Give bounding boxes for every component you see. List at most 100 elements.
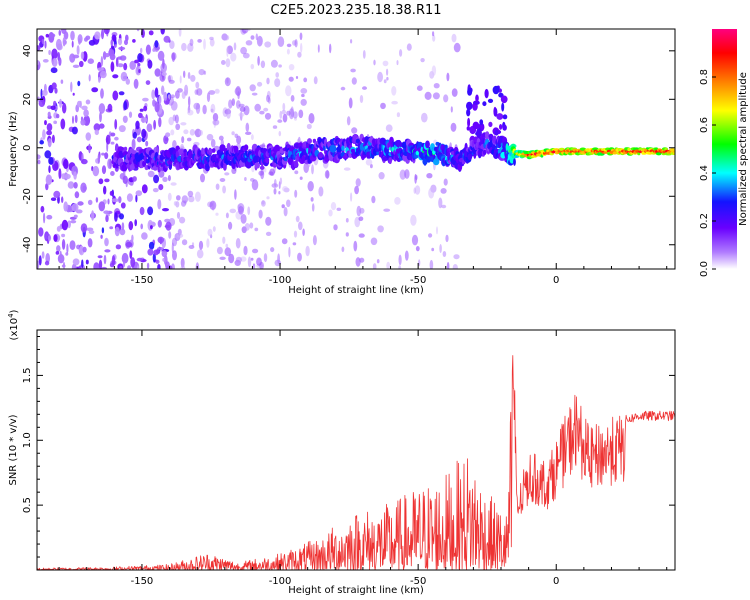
noise-cell (87, 199, 93, 206)
noise-cell (282, 102, 286, 111)
noise-cell (37, 154, 41, 160)
noise-cell (450, 122, 457, 132)
noise-cell (38, 255, 42, 266)
noise-cell (288, 246, 291, 258)
noise-cell (308, 113, 315, 124)
noise-cell (261, 200, 266, 207)
y-tick-label: -20 (22, 188, 33, 204)
noise-cell (99, 111, 102, 123)
noise-cell (396, 60, 399, 66)
signal-cell (307, 138, 312, 144)
noise-cell (416, 85, 423, 91)
noise-cell (50, 105, 56, 111)
noise-cell (151, 89, 156, 100)
x-tick-label: -100 (269, 275, 292, 286)
noise-cell (234, 87, 242, 96)
noise-cell (274, 78, 281, 88)
noise-cell (378, 172, 385, 180)
noise-cell (432, 92, 440, 100)
noise-cell (161, 250, 168, 258)
noise-cell (318, 186, 324, 197)
noise-cell (198, 69, 205, 76)
noise-cell (93, 123, 101, 132)
noise-cell (209, 38, 215, 47)
noise-cell (175, 90, 180, 99)
noise-cell (188, 245, 195, 249)
noise-cell (355, 178, 361, 187)
noise-cell (88, 143, 91, 154)
noise-cell (175, 123, 181, 130)
noise-cell (153, 119, 157, 130)
noise-cell (351, 77, 357, 85)
noise-cell (53, 120, 57, 125)
noise-cell (432, 31, 435, 37)
noise-cell (123, 100, 128, 111)
noise-cell (170, 101, 178, 111)
noise-cell (55, 38, 62, 50)
spectrogram-y-axis-label: Frequency (Hz) (8, 111, 19, 187)
noise-cell (77, 34, 83, 44)
noise-cell (154, 40, 159, 48)
noise-cell (109, 158, 112, 169)
noise-cell (229, 208, 237, 214)
noise-cell (85, 35, 91, 41)
noise-cell (88, 74, 91, 82)
noise-cell (85, 132, 92, 141)
noise-cell (216, 246, 223, 255)
noise-cell (111, 255, 116, 266)
noise-cell (38, 227, 44, 237)
noise-cell (264, 41, 272, 48)
burst-cell (500, 95, 508, 104)
noise-cell (44, 40, 47, 49)
noise-cell (114, 119, 118, 130)
colorbar-tick-label: 0.4 (699, 165, 710, 181)
noise-cell (100, 56, 104, 67)
noise-cell (177, 88, 183, 93)
noise-cell (69, 53, 76, 63)
noise-cell (111, 34, 117, 42)
signal-cell (627, 147, 631, 152)
signal-cell (388, 157, 393, 165)
spectrogram-panel: -150 -100 -50 0 -40 -20 0 20 40 Height of strai… (8, 28, 676, 296)
noise-cell (114, 226, 120, 237)
noise-cell (137, 53, 143, 63)
noise-cell (128, 111, 133, 118)
noise-cell (386, 261, 391, 269)
noise-cell (109, 226, 114, 230)
noise-cell (119, 228, 126, 236)
signal-cell (131, 164, 135, 170)
noise-cell (260, 60, 266, 69)
noise-cell (188, 96, 191, 107)
noise-cell (162, 258, 165, 262)
noise-cell (135, 120, 140, 130)
noise-cell (187, 109, 194, 116)
burst-cell (475, 94, 479, 103)
noise-cell (170, 94, 175, 99)
noise-cell (81, 105, 88, 111)
noise-cell (235, 256, 242, 263)
noise-cell (398, 265, 402, 269)
colorbar-tick-label: 0.6 (699, 117, 710, 133)
noise-cell (126, 193, 133, 202)
noise-cell (112, 74, 119, 79)
noise-cell (278, 130, 282, 137)
noise-cell (251, 179, 259, 191)
noise-cell (157, 236, 165, 244)
noise-cell (145, 44, 151, 55)
noise-cell (365, 159, 373, 166)
noise-cell (312, 235, 317, 246)
noise-cell (132, 176, 137, 182)
noise-cell (50, 67, 58, 74)
noise-cell (219, 256, 226, 260)
noise-cell (124, 39, 128, 46)
noise-cell (111, 198, 119, 203)
noise-cell (74, 191, 80, 199)
spectrogram-y-ticks: -40 -20 0 20 40 (22, 44, 675, 253)
burst-cell (482, 101, 487, 107)
noise-cell (186, 137, 192, 142)
noise-cell (61, 29, 67, 35)
noise-cell (212, 119, 220, 126)
noise-cell (121, 222, 125, 231)
noise-cell (154, 102, 160, 113)
noise-cell (208, 90, 216, 95)
